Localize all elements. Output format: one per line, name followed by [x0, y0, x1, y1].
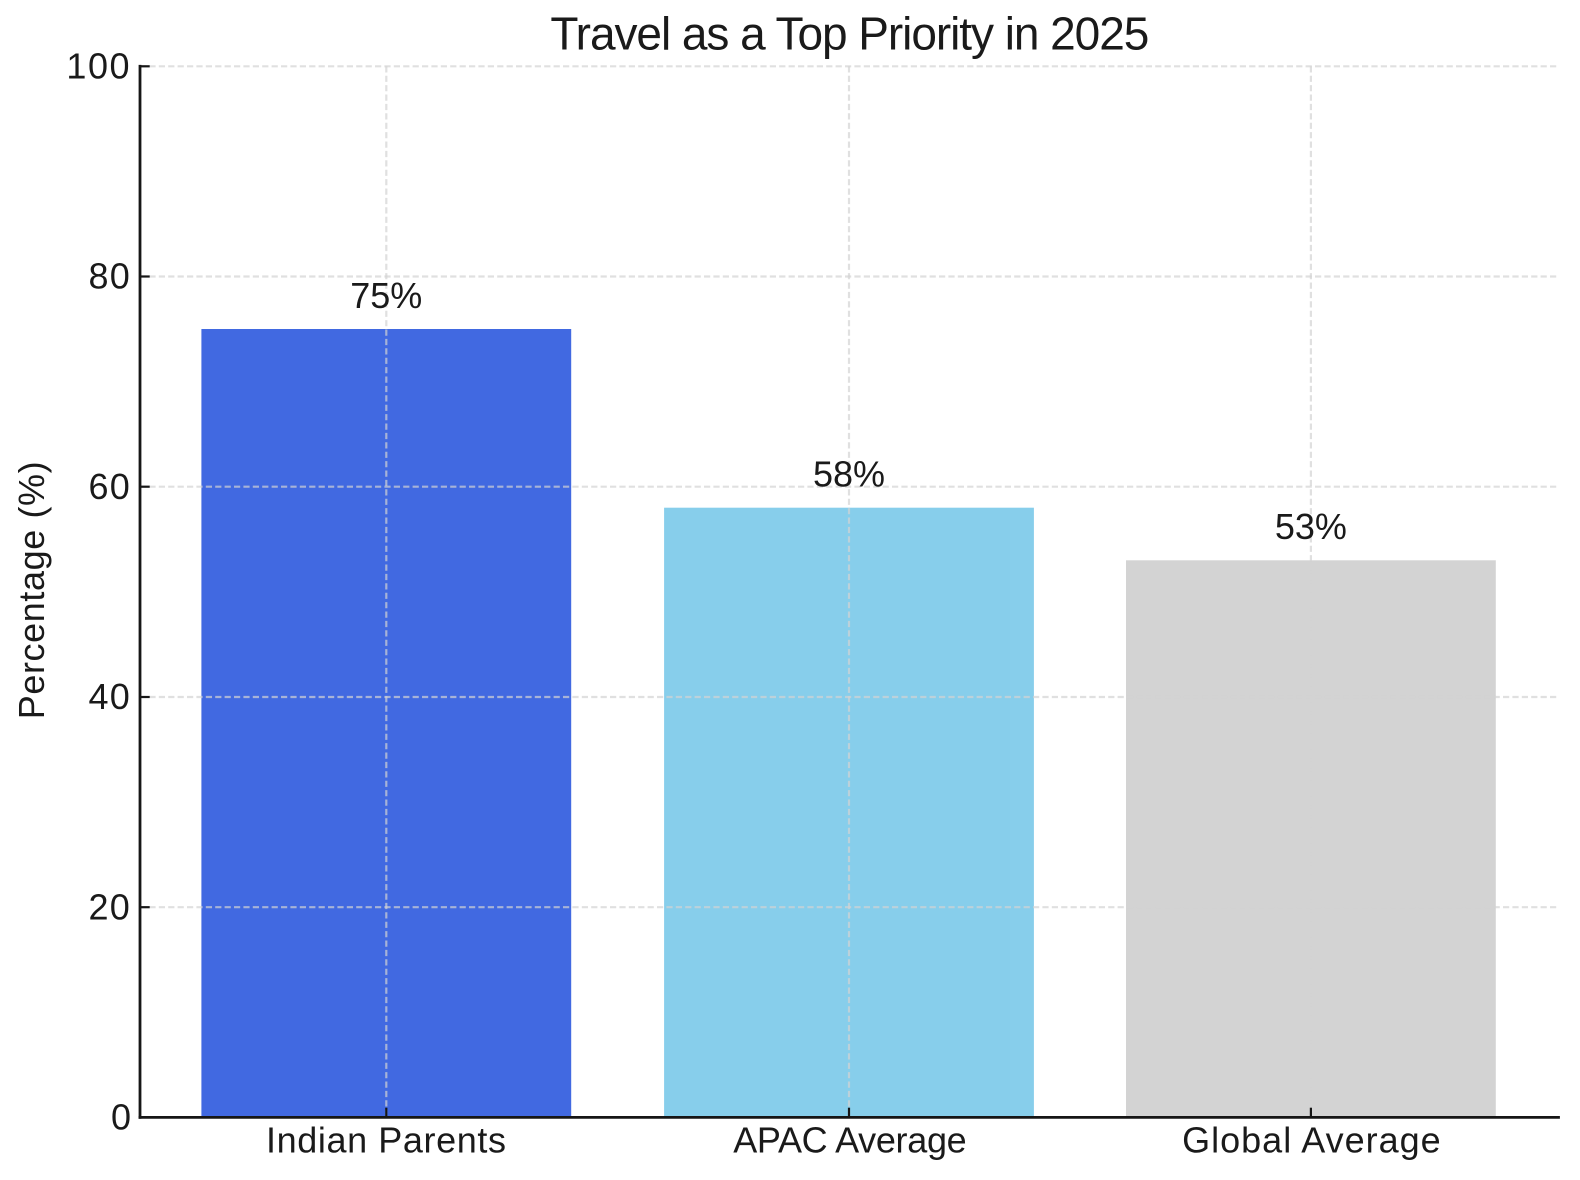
svg-text:80: 80 [89, 256, 131, 297]
svg-text:Travel as a Top Priority in 20: Travel as a Top Priority in 2025 [550, 7, 1148, 59]
svg-text:53%: 53% [1275, 506, 1347, 547]
svg-text:Global Average: Global Average [1182, 1120, 1442, 1161]
svg-text:0: 0 [111, 1097, 131, 1138]
svg-text:100: 100 [66, 45, 131, 86]
svg-text:APAC Average: APAC Average [733, 1120, 966, 1161]
svg-text:Percentage (%): Percentage (%) [11, 461, 52, 720]
svg-text:58%: 58% [813, 454, 885, 495]
svg-text:20: 20 [89, 886, 131, 927]
svg-text:60: 60 [89, 466, 131, 507]
svg-text:Indian Parents: Indian Parents [266, 1120, 507, 1161]
svg-text:40: 40 [89, 676, 131, 717]
svg-text:75%: 75% [350, 275, 422, 316]
